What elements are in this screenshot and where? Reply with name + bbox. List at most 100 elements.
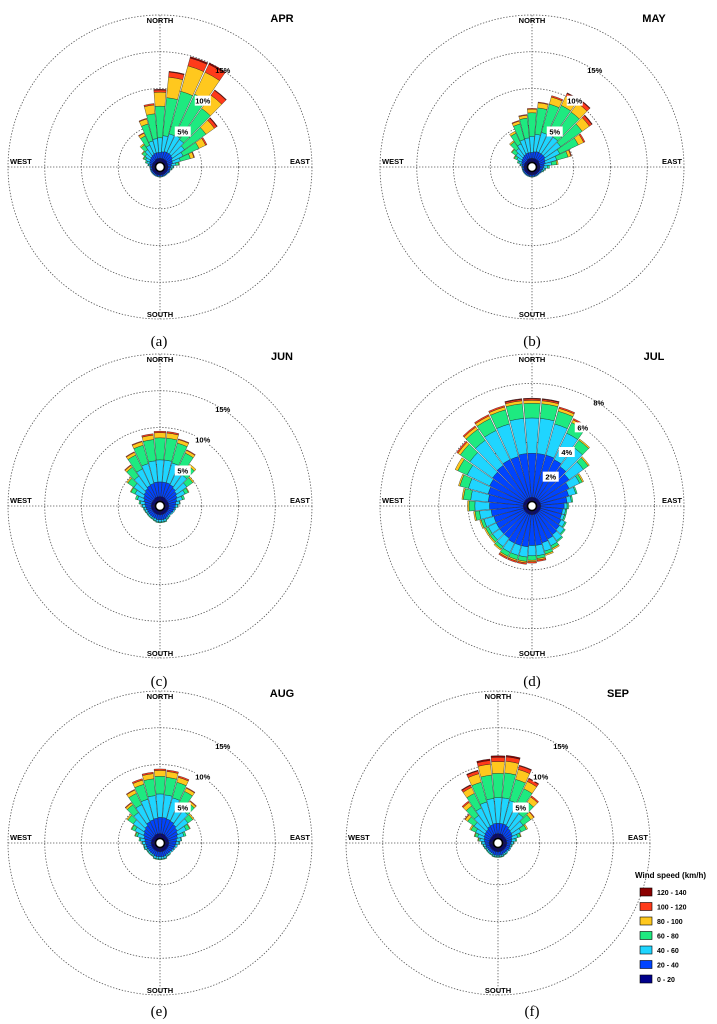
ring-label: 15% <box>553 742 568 751</box>
petal-segment-290-bin-3 <box>135 495 139 501</box>
grid-ring <box>81 427 239 585</box>
petal-segment-300-bin-4 <box>454 457 465 471</box>
petal-segment-310-bin-5 <box>464 813 470 820</box>
grid-ring <box>117 800 203 886</box>
petal-segment-10-bin-5 <box>537 101 549 105</box>
petal-segment-150-bin-3 <box>166 854 169 858</box>
petal-segment-120-bin-2 <box>168 171 171 174</box>
petal-segment-140-bin-3 <box>556 536 564 543</box>
petal-segment-290-bin-4 <box>473 832 477 837</box>
panel-caption: (f) <box>525 1004 540 1020</box>
petal-segment-270-bin-2 <box>149 166 151 168</box>
center-hub <box>526 500 538 512</box>
month-label: JUL <box>644 351 665 363</box>
petal-segment-0-bin-5 <box>527 108 537 110</box>
petal-segment-60-bin-4 <box>523 824 528 830</box>
petal-segment-20-bin-6 <box>189 56 208 65</box>
petal-segment-20-bin-5 <box>177 775 190 782</box>
petal-segment-150-bin-3 <box>166 517 169 521</box>
petal-segment-100-bin-3 <box>171 167 173 171</box>
center-hub <box>154 161 166 173</box>
petal-segment-70-bin-3 <box>181 495 185 501</box>
petal-segment-240-bin-3 <box>485 848 488 852</box>
petal-segment-270-bin-1 <box>522 166 525 168</box>
petal-segment-180-bin-3 <box>496 856 500 858</box>
legend-swatch <box>639 974 653 984</box>
ring-label-bg <box>194 434 211 445</box>
grid-ring <box>117 124 203 210</box>
legend-item-label: 80 - 100 <box>657 919 683 926</box>
petal-segment-260-bin-2 <box>521 167 524 170</box>
petal-segment-110-bin-3 <box>542 169 545 173</box>
petal-segment-240-bin-3 <box>145 849 149 852</box>
petal-segment-0-bin-4 <box>527 108 537 114</box>
petal-segment-190-bin-2 <box>157 175 160 178</box>
petal-segment-0-bin-3 <box>154 437 166 461</box>
direction-east-label: EAST <box>662 157 682 166</box>
direction-east-label: EAST <box>662 496 682 505</box>
petal-segment-30-bin-5 <box>186 449 196 456</box>
petal-segment-180-bin-2 <box>158 856 162 860</box>
petal-segment-310-bin-4 <box>126 476 133 484</box>
legend-item-label: 20 - 40 <box>657 963 679 970</box>
petal-segment-180-bin-2 <box>158 519 162 523</box>
petal-segment-0-bin-5 <box>490 756 506 763</box>
petal-segment-20-bin-5 <box>178 438 190 444</box>
petal-segment-230-bin-3 <box>147 851 150 854</box>
petal-segment-300-bin-4 <box>130 487 134 493</box>
petal-segment-10-bin-5 <box>166 431 180 436</box>
petal-segment-20-bin-5 <box>551 95 564 102</box>
petal-segment-40-bin-5 <box>189 800 197 807</box>
grid-ring <box>489 124 575 210</box>
wind-rose-may: 5% 10% 15% NORTH EAST SOUTH WEST MAY (b) <box>379 13 685 350</box>
legend-title: Wind speed (km/h) <box>635 871 706 880</box>
petal-segment-130-bin-2 <box>506 849 509 853</box>
petal-segment-80-bin-3 <box>178 500 181 505</box>
wind-rose-sep: 5% 10% 15% NORTH EAST SOUTH WEST SEP (f) <box>345 688 651 1020</box>
petal-segment-250-bin-3 <box>143 847 146 851</box>
direction-north-label: NORTH <box>147 355 174 364</box>
petal-segment-220-bin-3 <box>149 516 152 519</box>
petal-segment-120-bin-2 <box>540 171 543 174</box>
petal-segment-150-bin-4 <box>551 544 560 550</box>
legend-swatch <box>639 887 653 897</box>
petal-segment-70-bin-5 <box>191 151 195 158</box>
ring-label: 10% <box>533 773 548 782</box>
petal-segment-50-bin-6 <box>583 114 593 125</box>
petal-segment-0-bin-3 <box>154 776 166 795</box>
center-hub <box>154 837 166 849</box>
petal-segment-280-bin-3 <box>147 163 149 167</box>
center-hub <box>526 161 538 173</box>
petal-segment-320-bin-4 <box>139 143 145 148</box>
direction-west-label: WEST <box>382 496 404 505</box>
petal-segment-90-bin-2 <box>175 504 178 508</box>
petal-segment-290-bin-4 <box>134 831 137 837</box>
petal-segment-210-bin-3 <box>151 854 154 858</box>
petal-segment-0-bin-3 <box>527 112 537 137</box>
petal-segment-100-bin-3 <box>544 168 546 171</box>
petal-segment-270-bin-2 <box>521 166 523 168</box>
wind-rose-aug: 5% 10% 15% NORTH EAST SOUTH WEST AUG (e) <box>7 688 313 1020</box>
petal-segment-250-bin-3 <box>144 509 147 513</box>
panel-caption: (c) <box>151 674 168 690</box>
ring-label-bg <box>566 95 583 106</box>
petal-segment-0-bin-4 <box>523 400 541 404</box>
wind-rose-apr: 5% 10% 15% NORTH EAST SOUTH WEST APR (a) <box>7 13 313 350</box>
grid-ring <box>81 764 239 922</box>
petal-segment-300-bin-4 <box>513 155 517 159</box>
petal-segment-10-bin-6 <box>505 755 521 760</box>
wind-rose-jun: 5% 10% 15% NORTH EAST SOUTH WEST JUN (c) <box>7 351 313 690</box>
petal-segment-350-bin-6 <box>476 758 491 763</box>
grid-ring <box>455 800 541 886</box>
petal-segment-70-bin-5 <box>568 149 572 157</box>
ring-label: 15% <box>215 66 230 75</box>
petal-segment-0-bin-4 <box>153 92 167 107</box>
panel-caption: (d) <box>523 674 541 690</box>
petal-segment-120-bin-2 <box>507 848 511 852</box>
petal-segment-350-bin-6 <box>504 398 523 403</box>
petal-segment-330-bin-4 <box>509 131 517 137</box>
legend-item-label: 120 - 140 <box>657 890 687 897</box>
petal-segment-230-bin-4 <box>488 535 496 544</box>
petal-segment-270-bin-1 <box>150 166 153 168</box>
petal-segment-130-bin-2 <box>169 850 173 854</box>
